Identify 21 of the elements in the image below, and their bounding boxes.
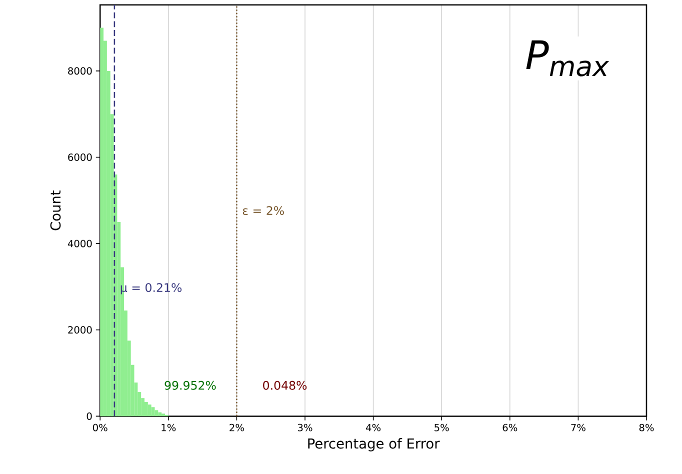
y-tick-label: 6000 xyxy=(68,153,92,161)
x-tick-label: 2% xyxy=(230,424,244,432)
y-tick-label: 2000 xyxy=(68,326,92,334)
ref-line-label: μ = 0.21% xyxy=(120,282,182,294)
x-tick-label: 6% xyxy=(502,424,518,432)
y-axis-title: Count xyxy=(50,190,61,230)
y-tick-label: 4000 xyxy=(68,240,92,248)
x-tick-label: 8% xyxy=(639,424,654,432)
annotation: 0.048% xyxy=(263,380,307,390)
text: P$_{max}$ xyxy=(526,40,610,76)
x-axis-title: Percentage of Error xyxy=(308,438,440,452)
x-tick-label: 1% xyxy=(162,424,176,432)
x-tick-label: 0% xyxy=(92,424,108,432)
ref-line-label: ε = 2% xyxy=(242,206,284,215)
x-tick-label: 7% xyxy=(571,424,586,432)
annotation: 99.952% xyxy=(164,380,216,390)
x-tick-label: 4% xyxy=(366,424,381,432)
y-tick-label: 0 xyxy=(86,412,92,420)
x-tick-label: 3% xyxy=(298,424,312,432)
x-tick-label: 5% xyxy=(434,424,449,432)
y-tick-label: 8000 xyxy=(68,67,92,74)
